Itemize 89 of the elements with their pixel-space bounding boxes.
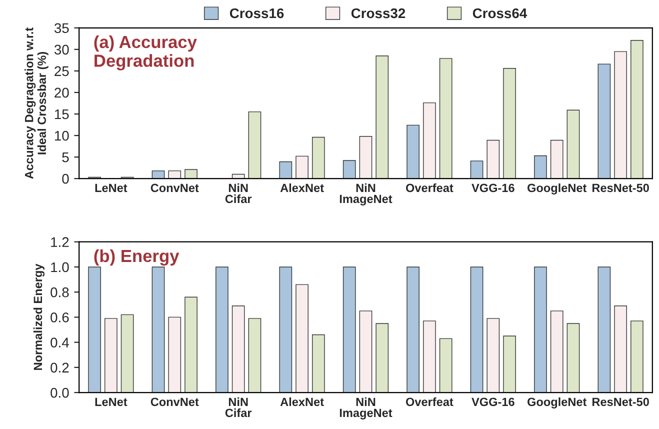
- y-tick-label: 35: [54, 23, 69, 34]
- bar: [104, 318, 118, 393]
- x-tick-label: ConvNet: [150, 184, 199, 192]
- bar: [423, 102, 436, 179]
- bar: [312, 334, 325, 393]
- x-tick-label: AlexNet: [280, 397, 324, 406]
- bar: [614, 51, 627, 179]
- y-tick-label: 0.6: [50, 312, 69, 322]
- bar: [342, 266, 356, 393]
- x-tick-label: NiN ImageNet: [340, 183, 392, 206]
- y-axis-title: Normalized Energy: [33, 264, 44, 370]
- bar: [152, 266, 165, 393]
- y-tick-label: 0.0: [50, 388, 69, 398]
- y-tick-label: 0.8: [50, 287, 69, 298]
- y-axis-title: Accuracy Degragation w.r.t Ideal Crossbar (%): [24, 27, 48, 179]
- x-tick-label: Overfeat: [406, 397, 454, 406]
- bar: [184, 169, 198, 179]
- x-tick-label: LeNet: [95, 398, 128, 406]
- bar: [503, 336, 516, 393]
- x-tick-label: VGG-16: [472, 184, 514, 192]
- x-tick-label: ResNet-50: [592, 184, 649, 192]
- bar: [439, 338, 452, 393]
- x-tick-label: ResNet-50: [592, 398, 649, 406]
- bar: [503, 68, 516, 179]
- bar: [88, 266, 101, 393]
- bar: [534, 266, 547, 393]
- bar: [279, 161, 292, 179]
- chart-title: (b) Energy: [94, 249, 180, 266]
- bar: [376, 56, 389, 179]
- x-tick-label: NiN Cifar: [225, 397, 252, 418]
- legend-label: Cross16: [230, 8, 284, 18]
- bar: [534, 155, 547, 179]
- y-tick-label: 30: [54, 44, 69, 55]
- y-tick-label: 10: [54, 130, 69, 141]
- bar: [342, 160, 356, 179]
- bar: [296, 156, 308, 179]
- x-tick-label: VGG-16: [472, 398, 514, 406]
- x-tick-label: NiN Cifar: [225, 183, 252, 204]
- bar: [376, 323, 389, 393]
- x-tick-label: GoogleNet: [528, 183, 587, 194]
- bar: [248, 111, 262, 179]
- bar: [184, 296, 198, 393]
- y-tick-label: 0: [62, 174, 69, 184]
- x-tick-label: NiN ImageNet: [340, 397, 392, 420]
- x-tick-label: GoogleNet: [528, 397, 587, 408]
- bar: [486, 318, 500, 393]
- bar: [312, 136, 325, 179]
- bar: [232, 306, 245, 393]
- bar: [296, 284, 308, 393]
- y-tick-label: 1.0: [51, 262, 69, 272]
- bar: [470, 266, 484, 393]
- x-tick-label: AlexNet: [280, 183, 324, 192]
- y-tick-label: 0.4: [50, 338, 69, 348]
- x-tick-label: ConvNet: [150, 398, 199, 406]
- x-tick-label: Overfeat: [406, 183, 454, 192]
- bar: [248, 318, 262, 393]
- y-tick-label: 20: [54, 88, 69, 98]
- bar: [470, 160, 484, 179]
- y-tick-label: 5: [62, 152, 69, 162]
- bar: [216, 266, 228, 393]
- bar: [279, 266, 292, 393]
- legend-label: Cross32: [351, 8, 406, 18]
- legend-label: Cross64: [472, 8, 528, 18]
- bar: [566, 110, 580, 179]
- bar: [359, 310, 372, 393]
- bar: [406, 266, 420, 393]
- bar: [168, 316, 182, 393]
- bar: [168, 170, 182, 179]
- bar: [120, 314, 134, 393]
- bar: [359, 136, 372, 179]
- x-tick-label: LeNet: [95, 184, 128, 192]
- y-tick-label: 0.2: [50, 362, 69, 373]
- bar: [598, 64, 611, 179]
- bar: [423, 320, 436, 393]
- bar: [630, 40, 644, 179]
- text: (a) Accuracy Degradation: [94, 35, 197, 70]
- bar: [152, 170, 165, 179]
- bar: [614, 306, 627, 393]
- bar: [598, 266, 611, 393]
- bar: [630, 320, 644, 393]
- y-tick-label: 25: [54, 66, 69, 76]
- bar: [486, 140, 500, 179]
- bar: [550, 140, 564, 179]
- y-tick-label: 15: [54, 109, 69, 120]
- bar: [406, 124, 420, 179]
- y-tick-label: 1.2: [51, 237, 69, 247]
- bar: [566, 323, 580, 393]
- bar: [550, 310, 564, 393]
- bar: [439, 58, 452, 179]
